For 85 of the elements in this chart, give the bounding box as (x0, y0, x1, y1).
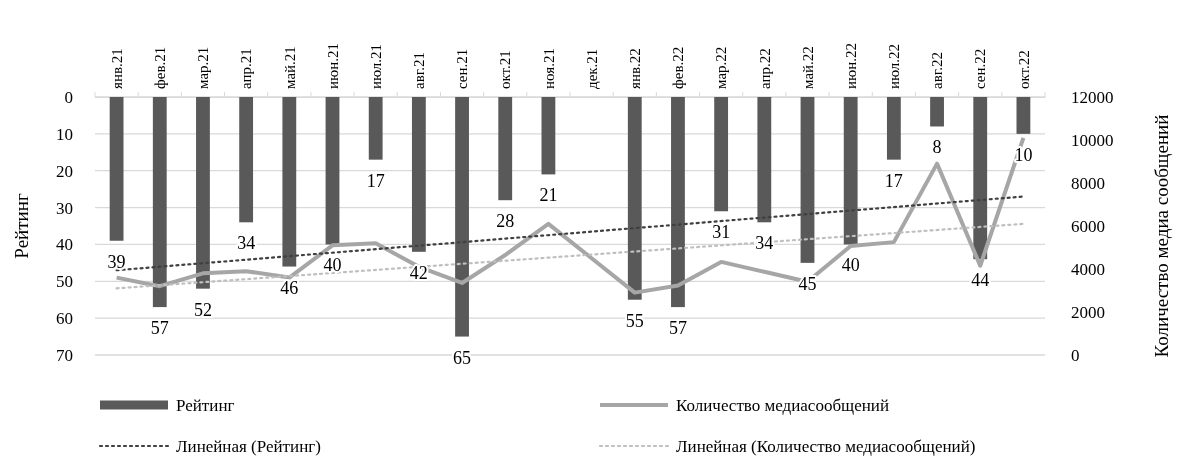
data-label: 57 (150, 318, 169, 339)
x-tick-label: сен.22 (972, 48, 989, 89)
y2-tick-label: 12000 (1071, 87, 1114, 107)
x-tick-label: апр.22 (756, 48, 773, 89)
data-label: 57 (668, 318, 687, 339)
x-tick-label: июн.22 (842, 42, 859, 89)
x-tick-label: май.22 (799, 46, 816, 89)
x-tick-label: окт.22 (1015, 50, 1032, 89)
bar (498, 97, 513, 201)
data-label: 34 (755, 233, 774, 254)
x-tick-label: апр.21 (238, 48, 255, 89)
bar (800, 97, 815, 263)
y-tick-label: 50 (56, 272, 73, 292)
x-tick-label: май.21 (281, 46, 298, 89)
x-tick-label: окт.21 (497, 50, 514, 89)
y2-axis-title: Количество медиа сообщений (1151, 114, 1172, 358)
y-tick-label: 10 (56, 124, 73, 144)
data-label: 21 (539, 185, 558, 206)
data-label: 31 (712, 222, 731, 243)
bar (714, 97, 729, 212)
bar (627, 97, 642, 300)
bar (282, 97, 297, 267)
bar (757, 97, 772, 223)
y-tick-label: 0 (64, 87, 73, 107)
data-label: 17 (884, 170, 903, 191)
data-label: 65 (453, 347, 472, 368)
data-label: 10 (1014, 144, 1033, 165)
x-tick-label: сен.21 (454, 48, 471, 89)
y-axis-title: Рейтинг (11, 193, 32, 259)
legend-label: Линейная (Количество медиасообщений) (676, 437, 976, 456)
y-tick-label: 30 (56, 198, 73, 218)
data-label: 28 (496, 211, 515, 232)
x-tick-label: авг.22 (929, 52, 946, 89)
x-tick-label: авг.21 (411, 52, 428, 89)
bar (368, 97, 383, 160)
y2-tick-label: 2000 (1071, 302, 1105, 322)
bar (411, 97, 426, 252)
bar (843, 97, 858, 245)
bar (930, 97, 944, 127)
y-tick-label: 60 (56, 309, 73, 329)
bar (455, 97, 469, 337)
data-label: 46 (280, 277, 299, 298)
x-tick-label: июн.21 (324, 42, 341, 89)
y2-tick-label: 8000 (1071, 173, 1105, 193)
x-tick-label: мар.22 (713, 46, 730, 89)
y2-tick-label: 6000 (1071, 216, 1105, 236)
bar (239, 97, 254, 223)
x-tick-label: мар.21 (195, 46, 212, 89)
data-label: 42 (409, 262, 428, 283)
x-tick-label: дек.21 (583, 48, 600, 89)
x-tick-label: июл.21 (367, 43, 384, 89)
x-tick-label: фев.21 (152, 46, 169, 89)
y-tick-label: 20 (56, 161, 73, 181)
y2-tick-label: 4000 (1071, 259, 1105, 279)
y2-tick-label: 10000 (1071, 130, 1114, 150)
bar (541, 97, 556, 175)
x-tick-label: июл.22 (886, 43, 903, 89)
legend-label: Линейная (Рейтинг) (176, 437, 321, 456)
data-label: 55 (625, 310, 644, 331)
bar (1016, 97, 1031, 134)
y-tick-label: 40 (56, 235, 73, 255)
y2-tick-label: 0 (1071, 345, 1080, 365)
legend-label: Количество медиасообщений (676, 396, 889, 415)
bar (152, 97, 167, 308)
data-label: 8 (932, 137, 942, 158)
data-label: 17 (366, 170, 385, 191)
bar (671, 97, 685, 308)
data-label: 39 (107, 251, 126, 272)
data-label: 40 (841, 255, 860, 276)
x-tick-label: янв.22 (627, 48, 644, 89)
bar (325, 97, 340, 245)
bar (886, 97, 901, 160)
data-label: 44 (971, 270, 990, 291)
x-tick-label: ноя.21 (540, 48, 557, 89)
x-tick-label: янв.21 (108, 48, 125, 89)
y-tick-label: 70 (56, 345, 73, 365)
data-label: 34 (237, 233, 256, 254)
bar (973, 97, 988, 260)
data-label: 45 (798, 273, 817, 294)
legend-label: Рейтинг (176, 396, 235, 415)
data-label: 52 (193, 299, 212, 320)
bar (196, 97, 210, 289)
bar (109, 97, 124, 241)
data-label: 40 (323, 255, 342, 276)
x-tick-label: фев.22 (670, 46, 687, 89)
